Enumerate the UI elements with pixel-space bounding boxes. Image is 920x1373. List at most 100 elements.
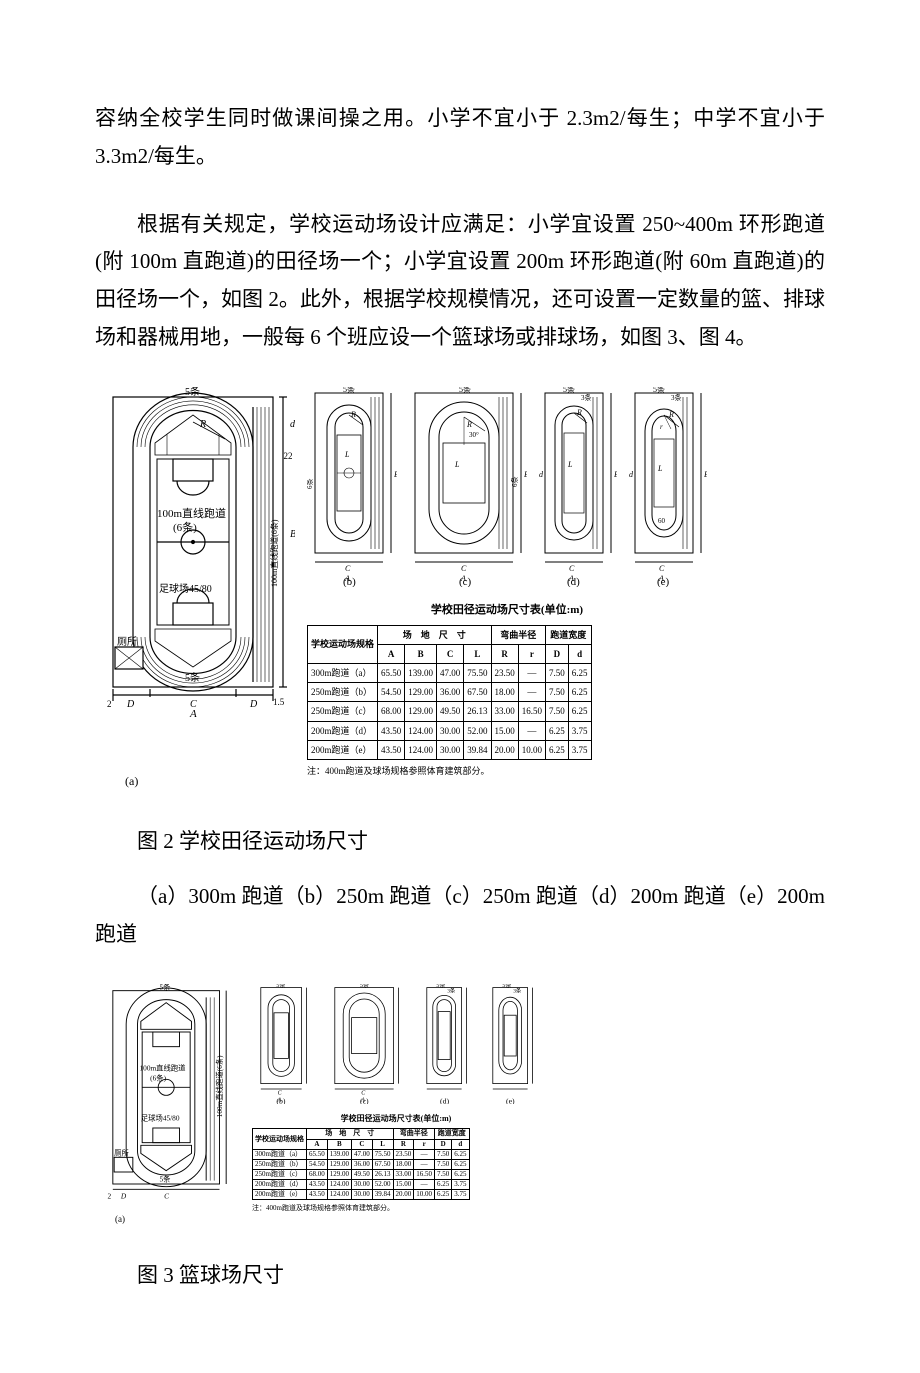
track-b-small: 5条 C A (b) [252,984,314,1104]
table-cell: 7.50 [546,702,569,721]
label-a-axis-R: R [199,419,206,430]
label-b-R: R [350,410,356,419]
lbsC: C [278,1090,283,1096]
label-a-bottom-lanes: 5条 [185,671,200,684]
th-B: B [405,644,437,663]
label-a-axis-d2: D [249,699,258,710]
sth-g3: 跑道宽度 [435,1129,470,1139]
table-cell: 15.00 [393,1179,414,1189]
label-d-d: d [539,470,544,479]
sth-A: A [307,1139,328,1149]
label-as-side: 100m直线跑道(6条) [215,1055,224,1117]
label-c-L: L [454,460,460,469]
th-group2: 弯曲半径 [491,625,546,644]
table-cell: 33.00 [393,1169,414,1179]
table-row: 250m跑道（b）54.50129.0036.0067.5018.00—7.50… [253,1159,470,1169]
label-c-B: B [524,470,527,479]
table-cell: 16.50 [518,702,545,721]
table-cell: 3.75 [452,1179,469,1189]
th-L: L [464,644,491,663]
label-e-d: d [629,470,634,479]
table-cell: 6.25 [452,1149,469,1159]
label-a-axis-d3: d [290,419,295,430]
label-as-D: D [120,1192,127,1201]
table-cell: 6.25 [452,1169,469,1179]
lcs5: 5条 [360,984,369,989]
figure-3: 5条 100m直线跑道 (6条) 足球场45/80 厕所 5条 C D 2 10… [95,984,825,1227]
track-diagram-d: 5条 3条 R L d C A B (d) [537,387,617,587]
th-r: r [518,644,545,663]
table-cell: 6.25 [568,663,591,682]
label-a-straight: 100m直线跑道 [157,506,226,520]
table-cell: 20.00 [491,740,518,759]
label-as-foot: 足球场45/80 [141,1114,180,1123]
table-cell: 67.50 [464,683,491,702]
label-b-6lanes: 6条 [307,478,314,489]
small-table-title: 学校田径运动场尺寸表(单位:m) [252,1112,540,1126]
label-d-C: C [569,564,575,573]
table-cell: 124.00 [327,1190,351,1200]
table-cell: 43.50 [378,740,405,759]
table-cell: 43.50 [307,1190,328,1200]
table-cell: 10.00 [518,740,545,759]
table-cell: 23.50 [393,1149,414,1159]
label-b-B: B [394,470,397,479]
label-sub-d: (d) [567,576,580,587]
table-cell: 43.50 [378,721,405,740]
table-cell: 250m跑道（b） [308,683,378,702]
table-cell: 250m跑道（c） [308,702,378,721]
label-a-straight-lanes: (6条) [173,520,197,534]
lds5: 5条 [436,984,445,989]
table-cell: 16.50 [414,1169,435,1179]
th-D: D [546,644,569,663]
table-cell: 129.00 [327,1169,351,1179]
table-cell: 250m跑道（b） [253,1159,307,1169]
sth-r: r [414,1139,435,1149]
label-e-B: B [704,470,707,479]
table-cell: — [518,683,545,702]
th-spec: 学校运动场规格 [308,625,378,663]
table-cell: 6.25 [568,702,591,721]
track-dimensions-table-small: 学校运动场规格 场 地 尺 寸 弯曲半径 跑道宽度 A B C L R r [252,1128,470,1200]
label-c-lanes: 5条 [459,387,471,394]
table-cell: 129.00 [405,683,437,702]
label-b-L: L [344,450,350,459]
figure-2-subcaption: （a）300m 跑道（b）250m 跑道（c）250m 跑道（d）200m 跑道… [95,878,825,954]
table-cell: 49.50 [352,1169,373,1179]
table-cell: — [414,1159,435,1169]
sth-g1: 场 地 尺 寸 [307,1129,394,1139]
track-diagram-a: 5条 100m直线跑道 (6条) 足球场45/80 厕所 5条 C D D A … [95,387,295,717]
table-cell: 75.50 [464,663,491,682]
label-a-top-lanes: 5条 [185,387,200,398]
label-a-side: 100m直线跑道(6条) [269,519,279,587]
table-cell: 129.00 [405,702,437,721]
table-row: 300m跑道（a）65.50139.0047.0075.5023.50—7.50… [253,1149,470,1159]
label-b-lanes: 5条 [343,387,355,394]
table-cell: 39.84 [464,740,491,759]
table-row: 200m跑道（e）43.50124.0030.0039.8420.0010.00… [308,740,592,759]
sth-d: d [452,1139,469,1149]
table-row: 200m跑道（e）43.50124.0030.0039.8420.0010.00… [253,1190,470,1200]
table-cell: 3.75 [568,740,591,759]
table-cell: 6.25 [546,721,569,740]
track-diagrams-bcde: 5条 R L 6条 C A B (b) [307,387,707,587]
lbsb: (b) [276,1096,285,1104]
th-C: C [437,644,464,663]
table-cell: 200m跑道（e） [308,740,378,759]
label-as-top: 5条 [160,984,172,991]
sth-B: B [327,1139,351,1149]
sth-D: D [435,1139,452,1149]
label-as-C: C [164,1192,169,1201]
table-cell: 200m跑道（d） [253,1179,307,1189]
label-c-R: R [466,420,472,429]
label-a-axis-A: A [189,708,197,717]
table-note: 注：400m跑道及球场规格参照体育建筑部分。 [307,763,707,779]
label-sub-e: (e) [657,576,670,587]
table-cell: 68.00 [307,1169,328,1179]
table-cell: 6.25 [435,1190,452,1200]
table-cell: 36.00 [437,683,464,702]
svg-text:22: 22 [284,451,293,461]
figure-2-caption: 图 2 学校田径运动场尺寸 [95,823,825,861]
label-a-axis-B: B [290,529,295,540]
table-cell: 30.00 [437,721,464,740]
